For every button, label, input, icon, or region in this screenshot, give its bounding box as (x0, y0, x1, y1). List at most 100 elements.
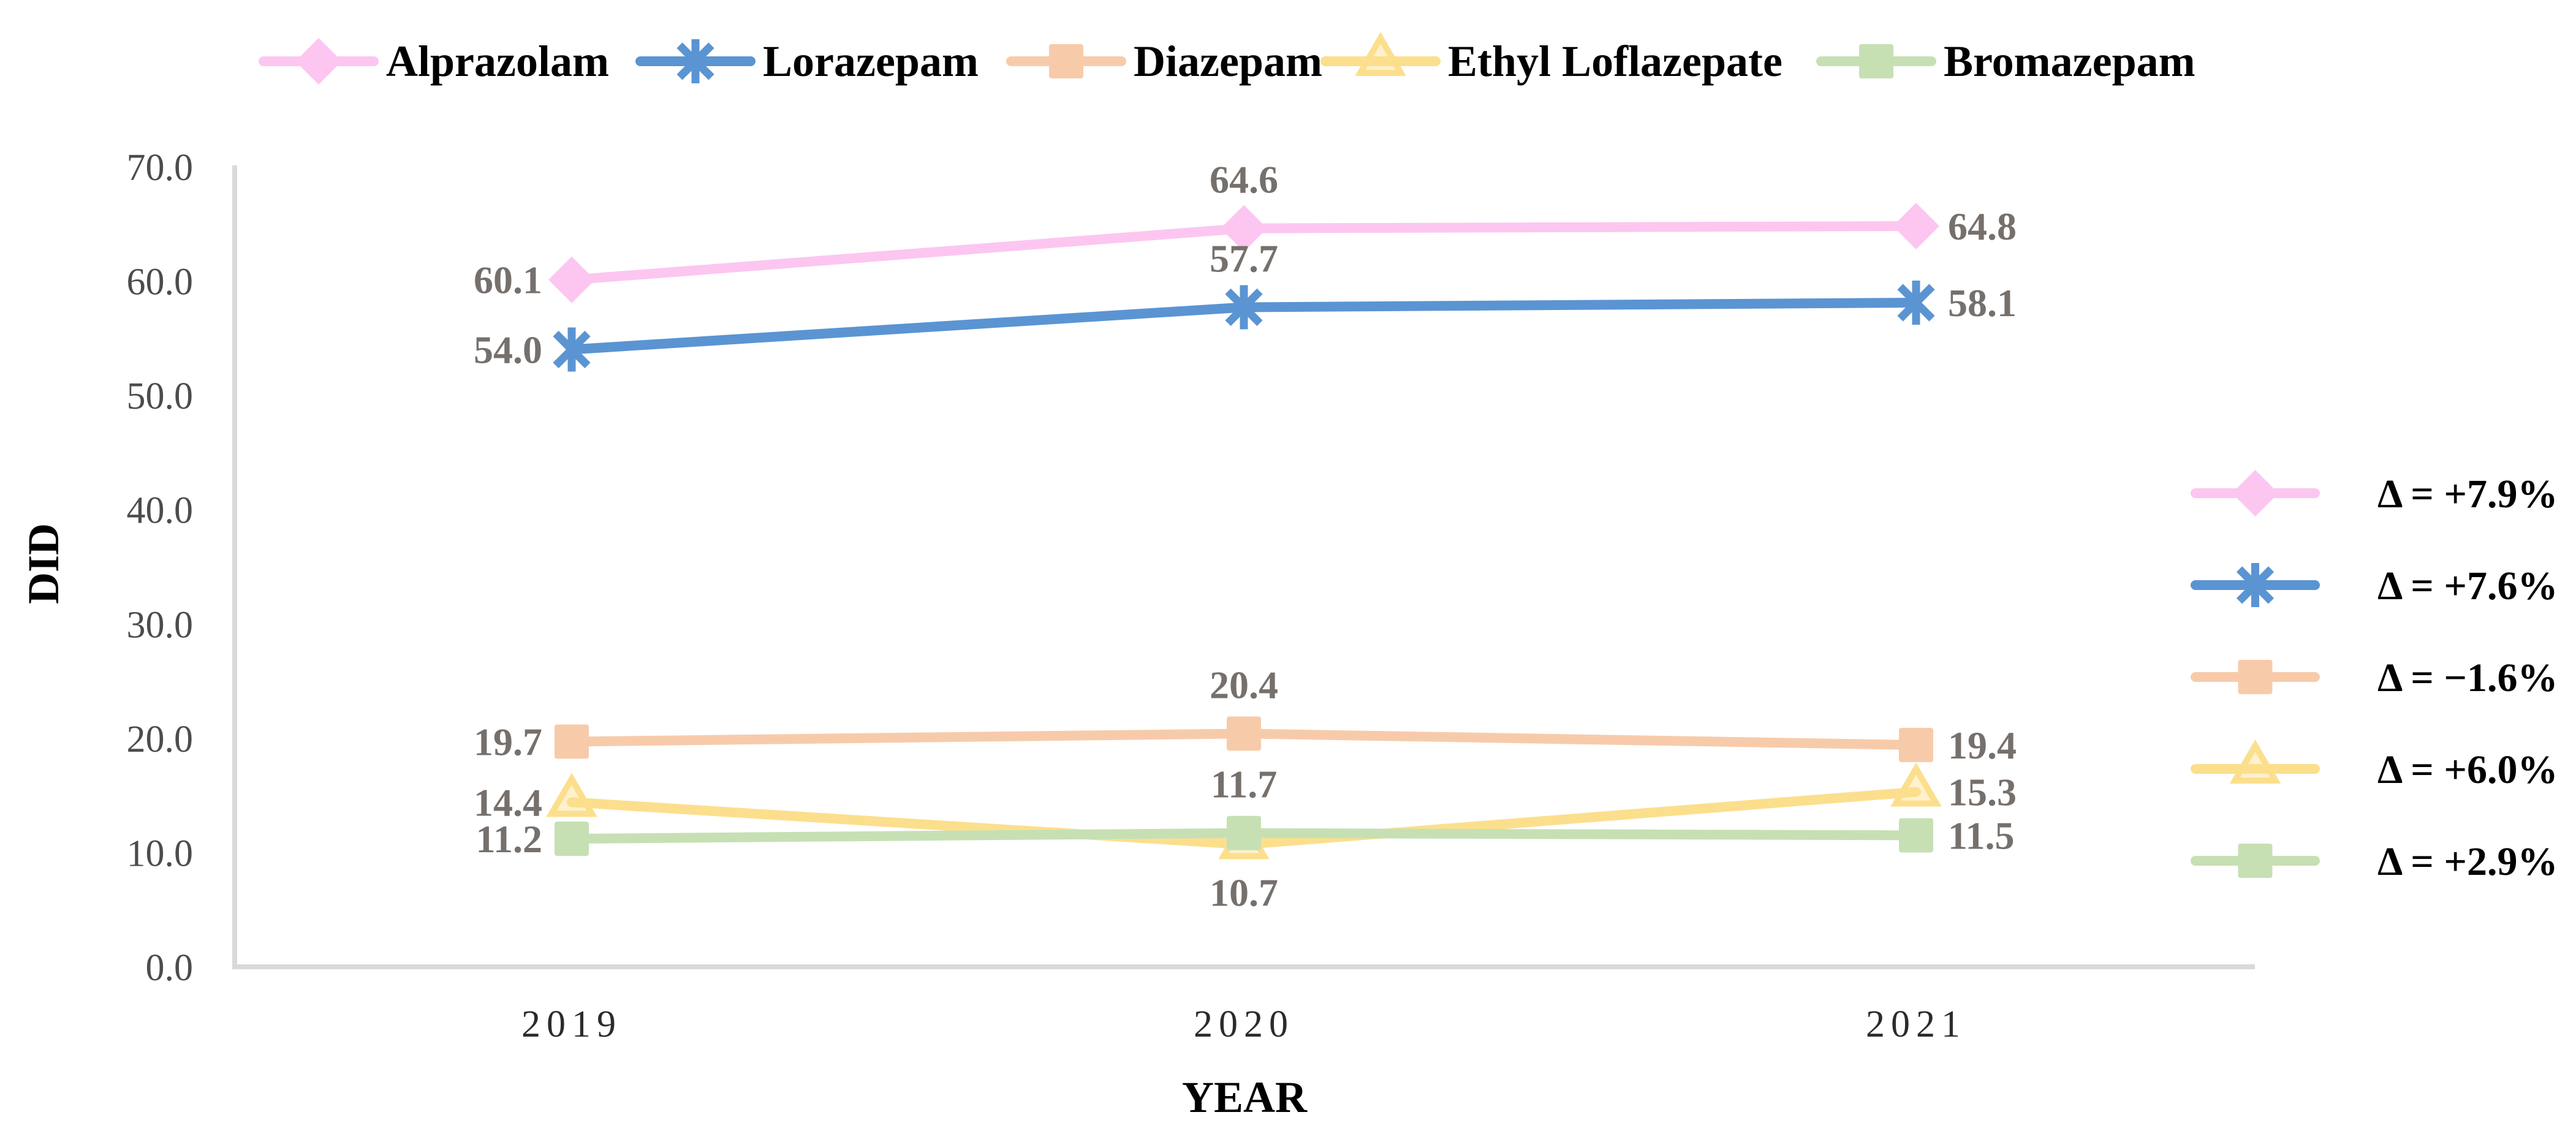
data-point-alprazolam-diamond (1221, 205, 1267, 252)
legend-item-diazepam: Diazepam (1006, 37, 1322, 86)
x-axis-title: YEAR (1182, 1073, 1308, 1122)
data-point-bromazepam-square (1227, 815, 1261, 850)
y-tick-label: 0.0 (146, 947, 194, 989)
data-label-alprazolam: 64.8 (1948, 205, 2017, 248)
data-point-lorazepam (1225, 285, 1263, 330)
data-label-diazepam: 19.7 (474, 720, 542, 763)
data-label-diazepam: 20.4 (1210, 663, 1278, 706)
y-axis-title: DID (19, 523, 68, 604)
delta-legend-item-ethyl-loflazepate: Δ = +6.0% (2191, 739, 2558, 792)
data-point-ethyl-loflazepate (1890, 762, 1942, 807)
legend-item-alprazolam: Alprazolam (259, 37, 609, 86)
series-layer: 60.1 64.6 64.8 54.0 57.7 58.1 19.7 20.4 19.4 14.4… (474, 158, 2017, 915)
y-axis-ticks: 0.0 10.0 20.0 30.0 40.0 50.0 60.0 70.0 (127, 147, 194, 989)
data-point-alprazolam-diamond (548, 256, 595, 303)
delta-marker-alprazolam (2232, 470, 2279, 516)
data-label-lorazepam: 58.1 (1948, 281, 2017, 325)
delta-legend-item-bromazepam: Δ = +2.9% (2191, 839, 2558, 884)
data-point-alprazolam (548, 256, 595, 303)
delta-marker-lorazepam (2236, 563, 2275, 607)
x-tick-label: 2020 (1194, 1004, 1294, 1045)
data-label-ethyl-loflazepate: 15.3 (1948, 771, 2017, 814)
legend-item-bromazepam: Bromazepam (1816, 37, 2195, 86)
data-point-diazepam-square (1227, 716, 1261, 751)
data-point-lorazepam-stroke (1225, 288, 1263, 327)
data-point-diazepam (1899, 728, 1933, 763)
y-tick-label: 20.0 (127, 719, 194, 760)
data-label-ethyl-loflazepate: 14.4 (474, 781, 542, 824)
data-point-bromazepam (1899, 818, 1933, 853)
legend-marker-bromazepam (1859, 44, 1893, 78)
legend-marker-alprazolam-diamond (295, 38, 342, 85)
delta-marker-bromazepam-square (2238, 844, 2273, 878)
delta-label-alprazolam: Δ = +7.9% (2377, 472, 2558, 516)
data-label-lorazepam: 57.7 (1210, 236, 1278, 280)
data-point-diazepam (555, 724, 589, 759)
data-label-diazepam: 19.4 (1948, 724, 2017, 767)
y-tick-label: 40.0 (127, 490, 194, 532)
y-tick-label: 50.0 (127, 376, 194, 417)
delta-marker-diazepam (2238, 660, 2273, 694)
legend-label-ethyl-loflazepate: Ethyl Loflazepate (1448, 37, 1782, 86)
top-legend: Alprazolam Lorazepam Diazepam Ethyl Loflaze… (259, 32, 2195, 86)
legend-item-ethyl-loflazepate: Ethyl Loflazepate (1320, 32, 1782, 86)
data-point-bromazepam-square (1899, 818, 1933, 853)
legend-marker-diazepam-square (1049, 44, 1083, 78)
legend-marker-lorazepam (676, 39, 714, 83)
legend-label-lorazepam: Lorazepam (763, 37, 979, 86)
data-point-bromazepam-square (555, 822, 589, 856)
delta-label-bromazepam: Δ = +2.9% (2377, 839, 2558, 884)
data-point-diazepam-square (555, 724, 589, 759)
data-label-bromazepam: 11.5 (1948, 814, 2014, 857)
data-point-ethyl-loflazepate-triangle (546, 773, 597, 817)
delta-legend-item-diazepam: Δ = −1.6% (2191, 656, 2558, 700)
data-label-ethyl-loflazepate: 10.7 (1210, 871, 1278, 914)
data-label-alprazolam: 64.6 (1210, 158, 1278, 202)
data-point-lorazepam-stroke (553, 330, 591, 369)
delta-label-diazepam: Δ = −1.6% (2377, 656, 2558, 700)
data-label-bromazepam: 11.2 (476, 817, 542, 861)
legend-label-alprazolam: Alprazolam (386, 37, 609, 86)
delta-marker-ethyl-loflazepate-triangle (2229, 739, 2281, 784)
delta-legend-item-lorazepam: Δ = +7.6% (2191, 563, 2558, 608)
y-tick-label: 70.0 (127, 147, 194, 189)
legend-marker-diazepam (1049, 44, 1083, 78)
data-point-alprazolam-diamond (1893, 203, 1939, 250)
legend-item-lorazepam: Lorazepam (635, 37, 979, 86)
legend-marker-bromazepam-square (1859, 44, 1893, 78)
data-point-bromazepam (1227, 815, 1261, 850)
delta-legend: Δ = +7.9% Δ = +7.6% Δ = −1.6% Δ = +6.0% Δ = … (2191, 470, 2558, 884)
legend-marker-lorazepam-stroke (676, 42, 714, 80)
data-point-ethyl-loflazepate-triangle (1890, 762, 1942, 807)
data-point-lorazepam-stroke (1897, 284, 1935, 322)
x-axis-ticks: 2019 2020 2021 (521, 1004, 1966, 1045)
legend-marker-ethyl-loflazepate (1355, 32, 1406, 76)
delta-legend-item-alprazolam: Δ = +7.9% (2191, 470, 2558, 516)
delta-marker-diazepam-square (2238, 660, 2273, 694)
legend-marker-alprazolam (295, 38, 342, 85)
data-label-bromazepam: 11.7 (1211, 763, 1277, 806)
data-point-alprazolam (1893, 203, 1939, 250)
data-label-lorazepam: 54.0 (474, 328, 542, 372)
delta-label-lorazepam: Δ = +7.6% (2377, 564, 2558, 608)
y-tick-label: 60.0 (127, 262, 194, 303)
legend-marker-ethyl-loflazepate-triangle (1355, 32, 1406, 76)
delta-marker-ethyl-loflazepate (2229, 739, 2281, 784)
data-point-diazepam-square (1899, 728, 1933, 763)
legend-label-bromazepam: Bromazepam (1944, 37, 2195, 86)
x-tick-label: 2019 (521, 1004, 622, 1045)
delta-marker-lorazepam-stroke (2236, 566, 2275, 604)
delta-marker-alprazolam-diamond (2232, 470, 2279, 516)
legend-label-diazepam: Diazepam (1134, 37, 1322, 86)
delta-label-ethyl-loflazepate: Δ = +6.0% (2377, 747, 2558, 792)
data-point-diazepam (1227, 716, 1261, 751)
y-tick-label: 30.0 (127, 604, 194, 646)
data-point-ethyl-loflazepate (546, 773, 597, 817)
y-tick-label: 10.0 (127, 833, 194, 874)
delta-marker-bromazepam (2238, 844, 2273, 878)
x-tick-label: 2021 (1866, 1004, 1966, 1045)
data-point-bromazepam (555, 822, 589, 856)
data-label-alprazolam: 60.1 (474, 259, 542, 302)
